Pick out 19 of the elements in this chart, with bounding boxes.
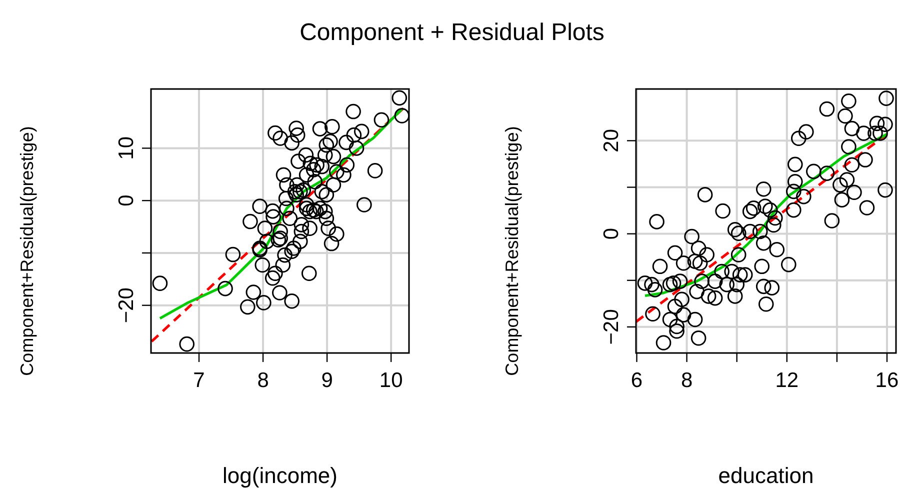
- y-tick-label: 0: [115, 194, 138, 206]
- y-axis-title: Component+Residual(prestige): [17, 126, 37, 376]
- x-tick-label: 10: [379, 369, 403, 392]
- x-tick-label: 6: [630, 369, 643, 392]
- y-axis-title: Component+Residual(prestige): [502, 126, 522, 376]
- y-tick-label: 20: [600, 129, 623, 152]
- y-tick-label: 0: [600, 228, 623, 240]
- x-tick-label: 16: [875, 369, 899, 392]
- x-tick-label: 8: [680, 369, 693, 392]
- chart-title: Component + Residual Plots: [300, 19, 604, 46]
- x-tick-label: 7: [193, 369, 205, 392]
- y-tick-label: −20: [600, 309, 623, 345]
- x-tick-label: 12: [775, 369, 799, 392]
- x-tick-label: 8: [257, 369, 269, 392]
- x-axis-title: education: [718, 463, 814, 488]
- x-axis-title: log(income): [222, 463, 338, 488]
- x-tick-label: 9: [321, 369, 333, 392]
- y-tick-label: 10: [115, 136, 138, 160]
- y-tick-label: −20: [115, 288, 138, 324]
